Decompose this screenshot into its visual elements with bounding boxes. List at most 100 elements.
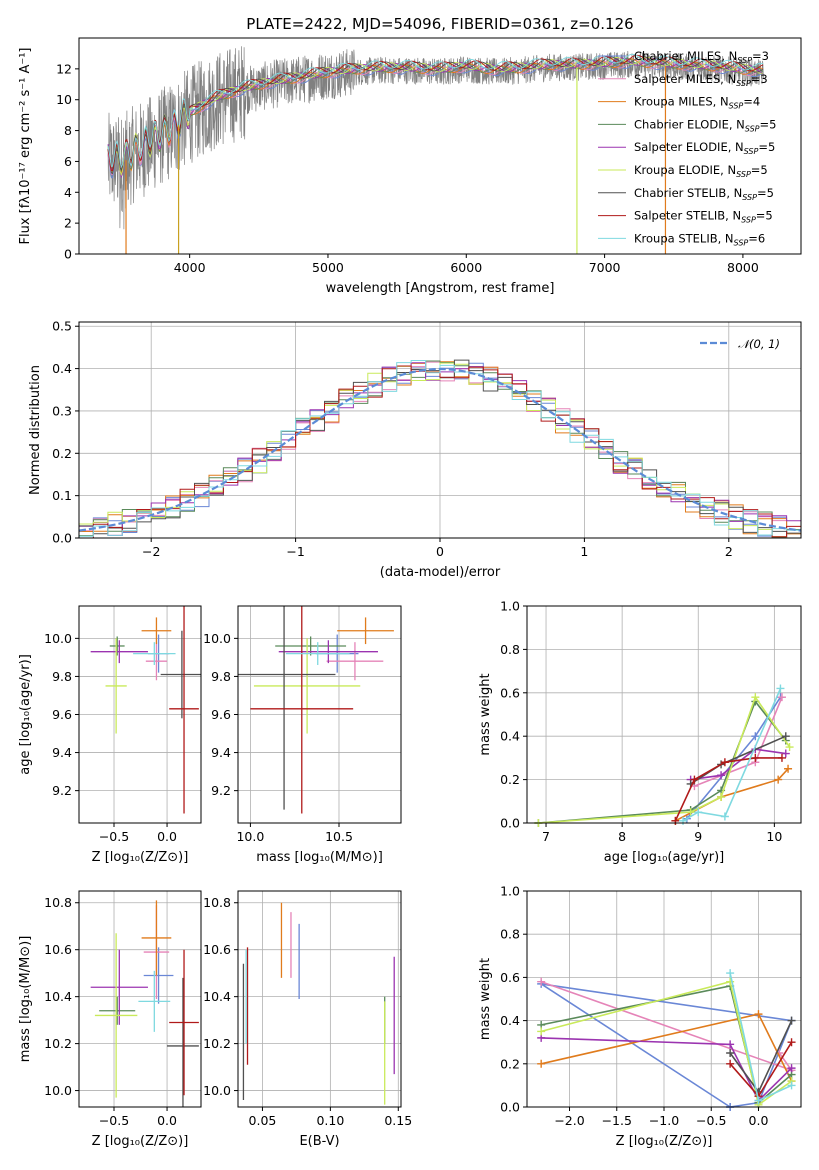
- legend-label: Kroupa STELIB, NSSP=6: [634, 231, 765, 247]
- legend-label: 𝒩(0, 1): [738, 337, 780, 351]
- y-tick-label: 10.4: [44, 989, 72, 1004]
- mass-weight-point: [537, 977, 546, 986]
- y-tick-label: 10.2: [44, 1036, 72, 1051]
- x-tick-label: 0.15: [384, 1113, 412, 1128]
- residual-histogram: [79, 365, 801, 538]
- y-tick-label: 6: [64, 154, 72, 169]
- mass-weight-point: [751, 693, 760, 702]
- x-tick-label: 0: [436, 544, 444, 559]
- x-tick-label: 8: [618, 829, 626, 844]
- y-tick-label: 1.0: [500, 884, 520, 899]
- y-tick-label: 10.4: [203, 989, 231, 1004]
- x-axis-label: (data-model)/error: [380, 565, 501, 580]
- y-tick-label: 9.6: [211, 707, 231, 722]
- mass-weight-point: [754, 1010, 763, 1019]
- y-tick-label: 0.4: [52, 361, 72, 376]
- y-tick-label: 0.8: [500, 927, 520, 942]
- x-axis-label: mass [log₁₀(M/M⊙)]: [256, 850, 383, 865]
- legend-label: Salpeter STELIB, NSSP=5: [634, 209, 773, 225]
- mass-weight-point: [754, 1096, 763, 1105]
- y-tick-label: 0.4: [500, 729, 520, 744]
- y-tick-label: 2: [64, 216, 72, 231]
- x-tick-label: −0.5: [99, 1113, 129, 1128]
- y-tick-label: 0.0: [500, 816, 520, 831]
- axes-frame: [78, 37, 802, 255]
- mass-weight-point: [777, 693, 786, 702]
- axes-frame: [526, 605, 802, 824]
- x-axis-label: age [log₁₀(age/yr)]: [604, 850, 725, 865]
- mass-weight-point: [787, 1081, 796, 1090]
- x-tick-label: 7000: [589, 260, 621, 275]
- y-tick-label: 10.6: [203, 942, 231, 957]
- mass-weight-series-line: [538, 695, 791, 824]
- mass-weight-point: [781, 749, 790, 758]
- model-spectrum-line: [107, 54, 764, 172]
- mass-weight-point: [717, 771, 726, 780]
- mass-weight-point: [776, 684, 785, 693]
- y-tick-label: 0.0: [52, 531, 72, 546]
- mass-weight-point: [694, 808, 703, 817]
- x-axis-label: wavelength [Angstrom, rest frame]: [326, 281, 555, 296]
- mass-weight-point: [787, 1038, 796, 1047]
- y-tick-label: 8: [64, 123, 72, 138]
- mass-weight-point: [774, 775, 783, 784]
- x-tick-label: 1: [580, 544, 588, 559]
- x-tick-label: 10: [766, 829, 782, 844]
- mass-weight-point: [777, 753, 786, 762]
- y-tick-label: 9.4: [52, 745, 72, 760]
- x-tick-label: 7: [542, 829, 550, 844]
- spectrum-legend: Chabrier MILES, NSSP=3 Salpeter MILES, NS…: [598, 49, 776, 247]
- mass-weight-point: [787, 1064, 796, 1073]
- y-tick-label: 0.2: [52, 446, 72, 461]
- y-axis-label: Normed distribution: [28, 365, 43, 495]
- mass-weight-point: [785, 743, 794, 752]
- mass-weight-point: [787, 1016, 796, 1025]
- y-axis-label: mass [log₁₀(M/M⊙)]: [18, 936, 33, 1063]
- axes-frame: [237, 890, 402, 1108]
- x-axis-label: Z [log₁₀(Z/Z⊙)]: [616, 1134, 713, 1149]
- x-tick-label: 0.0: [749, 1113, 769, 1128]
- mass_vs_EBV-panel: 0.05 0.10 0.15 10.0 10.2 10.4 10.6 10.8 E(B-V): [203, 890, 412, 1149]
- mass-weight-point: [720, 812, 729, 821]
- mass-weight-series-line: [541, 1013, 793, 1082]
- mass-weight-point: [751, 753, 760, 762]
- model-spectrum-line: [107, 53, 764, 169]
- x-tick-label: 6000: [450, 260, 482, 275]
- mass-weight-series-line: [682, 688, 782, 822]
- y-tick-label: 0.3: [52, 403, 72, 418]
- residuals-panel: 𝒩(0, 1) −2 −1 0 1 2 0.0 0.1 0.2 0.3 0.4 0.5 (data-mo…: [28, 319, 802, 580]
- y-tick-label: 10.2: [203, 1036, 231, 1051]
- x-tick-label: −0.5: [99, 829, 129, 844]
- y-tick-label: 0.2: [500, 772, 520, 787]
- weight_vs_age-panel: 7 8 9 10 0.0 0.2 0.4 0.6 0.8 1.0 age [log₁₀(age/yr…: [478, 599, 802, 865]
- mass-weight-series-line: [690, 748, 786, 781]
- x-tick-label: 10.0: [236, 829, 264, 844]
- y-axis-label: mass weight: [478, 958, 493, 1040]
- x-tick-label: 10.5: [325, 829, 353, 844]
- mass-weight-point: [690, 775, 699, 784]
- x-tick-label: −1.5: [602, 1113, 632, 1128]
- mass-weight-point: [751, 732, 760, 741]
- legend-label: Chabrier MILES, NSSP=3: [634, 49, 769, 65]
- x-axis-label: E(B-V): [299, 1134, 339, 1149]
- y-axis-label: mass weight: [478, 673, 493, 755]
- y-axis-label: age [log₁₀(age/yr)]: [18, 654, 33, 775]
- y-tick-label: 0.0: [500, 1100, 520, 1115]
- weight_vs_Z-panel: −2.0 −1.5 −1.0 −0.5 0.0 0.0 0.2 0.4 0.6 0.8 1.0 Z […: [478, 884, 802, 1149]
- y-tick-label: 0.6: [500, 685, 520, 700]
- x-tick-label: 8000: [727, 260, 759, 275]
- x-axis-label: Z [log₁₀(Z/Z⊙)]: [92, 850, 189, 865]
- legend-label: Chabrier ELODIE, NSSP=5: [634, 117, 776, 133]
- x-tick-label: 2: [725, 544, 733, 559]
- y-tick-label: 0.1: [52, 488, 72, 503]
- x-tick-label: −1.0: [649, 1113, 679, 1128]
- mass-weight-point: [726, 969, 735, 978]
- x-tick-label: 0.05: [249, 1113, 277, 1128]
- mass-weight-point: [686, 808, 695, 817]
- mass-weight-point: [537, 1027, 546, 1036]
- y-tick-label: 9.8: [211, 669, 231, 684]
- y-tick-label: 0.2: [500, 1056, 520, 1071]
- x-tick-label: −2: [142, 544, 160, 559]
- y-tick-label: 0.8: [500, 642, 520, 657]
